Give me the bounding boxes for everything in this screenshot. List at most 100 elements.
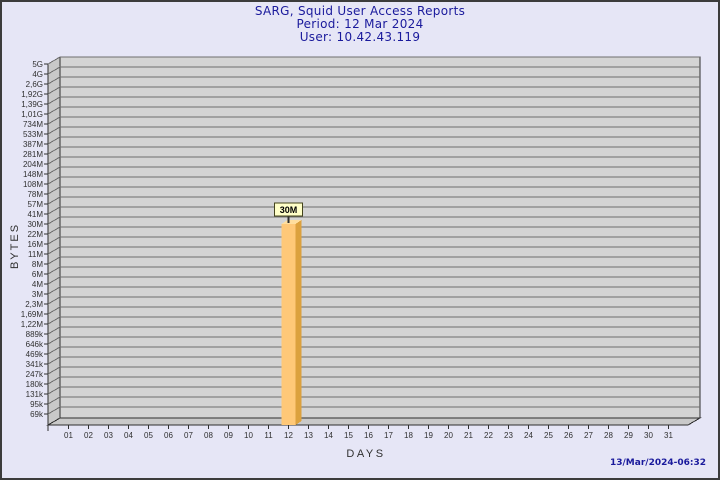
gridline-wall-segment [47,226,61,235]
y-tick-label: 533M [23,130,43,139]
y-tick-label: 1,39G [21,100,43,109]
x-tick-label: 23 [504,431,513,440]
x-tick-label: 09 [224,431,233,440]
gridline-wall-segment [47,156,61,165]
gridline-wall-segment [47,96,61,105]
bar-front-face [281,224,296,425]
x-tick-label: 01 [64,431,73,440]
y-tick-label: 4M [32,280,43,289]
x-tick-label: 12 [284,431,293,440]
y-tick-label: 889k [26,330,44,339]
y-axis-title: BYTES [9,222,21,270]
generation-timestamp: 13/Mar/2024-06:32 [610,458,706,468]
bar-value-box [274,202,303,217]
y-tick-label: 5G [32,60,43,69]
gridline-wall-segment [47,406,61,415]
gridline-wall-segment [47,356,61,365]
y-tick-label: 469k [26,350,44,359]
bar-value-label: 30M [280,205,298,215]
gridline-wall-segment [47,166,61,175]
y-tick-label: 148M [23,170,43,179]
x-tick-label: 31 [664,431,673,440]
x-tick-label: 04 [124,431,133,440]
y-tick-label: 30M [27,220,43,229]
x-tick-label: 21 [464,431,473,440]
x-tick-label: 16 [364,431,373,440]
y-tick-label: 2,3M [25,300,43,309]
x-tick-label: 10 [244,431,253,440]
y-tick-label: 387M [23,140,43,149]
y-tick-label: 646k [26,340,44,349]
x-tick-label: 11 [264,431,273,440]
gridline-wall-segment [47,186,61,195]
gridline-wall-segment [47,336,61,345]
y-tick-label: 4G [32,70,43,79]
gridline-wall-segment [47,56,61,65]
y-tick-label: 734M [23,120,43,129]
x-tick-label: 29 [624,431,633,440]
y-tick-label: 95k [30,400,44,409]
report-title: SARG, Squid User Access Reports [254,4,466,18]
y-tick-label: 78M [27,190,43,199]
gridline-wall-segment [47,106,61,115]
x-tick-label: 22 [484,431,493,440]
y-tick-label: 1,01G [21,110,43,119]
report-header: SARG, Squid User Access Reports Period: … [2,5,718,44]
gridline-wall-segment [47,66,61,75]
gridline-wall-segment [47,236,61,245]
gridline-wall-segment [47,326,61,335]
x-tick-label: 26 [564,431,573,440]
gridline-wall-segment [47,126,61,135]
y-tick-label: 341k [26,360,44,369]
x-tick-label: 13 [304,431,313,440]
gridline-wall-segment [47,246,61,255]
x-tick-label: 30 [644,431,653,440]
y-tick-label: 131k [26,390,44,399]
y-tick-label: 247k [26,370,44,379]
gridline-wall-segment [47,316,61,325]
chart-3d-floor [46,417,702,426]
y-tick-label: 1,92G [21,90,43,99]
gridline-wall-segment [47,256,61,265]
x-tick-label: 06 [164,431,173,440]
x-axis-title: DAYS [346,448,386,460]
gridline-wall-segment [47,296,61,305]
x-tick-label: 27 [584,431,593,440]
gridline-wall-segment [47,306,61,315]
y-tick-label: 69k [30,410,44,419]
report-user: User: 10.42.43.119 [299,30,421,44]
y-tick-label: 3M [32,290,43,299]
y-tick-label: 1,22M [21,320,44,329]
gridline-wall-segment [47,376,61,385]
gridline-wall-segment [47,146,61,155]
gridline-wall-segment [47,266,61,275]
gridline-wall-segment [47,176,61,185]
gridline-wall-segment [47,76,61,85]
y-tick-label: 11M [28,250,43,259]
x-tick-label: 18 [404,431,413,440]
report-period: Period: 12 Mar 2024 [296,17,424,31]
gridline-wall-segment [47,216,61,225]
x-tick-label: 20 [444,431,453,440]
y-tick-label: 16M [27,240,43,249]
x-tick-label: 14 [324,431,333,440]
gridline-wall-segment [47,206,61,215]
y-tick-label: 2,6G [26,80,43,89]
x-tick-label: 03 [104,431,113,440]
x-tick-label: 19 [424,431,433,440]
gridline-wall-segment [47,276,61,285]
gridline-wall-segment [47,386,61,395]
y-tick-label: 8M [32,260,43,269]
y-tick-label: 41M [27,210,43,219]
gridline-wall-segment [47,86,61,95]
x-tick-label: 05 [144,431,153,440]
gridline-wall-segment [47,196,61,205]
x-tick-label: 02 [84,431,93,440]
y-tick-label: 1,69M [21,310,44,319]
x-tick-label: 17 [384,431,393,440]
x-tick-label: 28 [604,431,613,440]
y-tick-label: 57M [27,200,43,209]
gridline-wall-segment [47,396,61,405]
y-tick-label: 180k [26,380,44,389]
